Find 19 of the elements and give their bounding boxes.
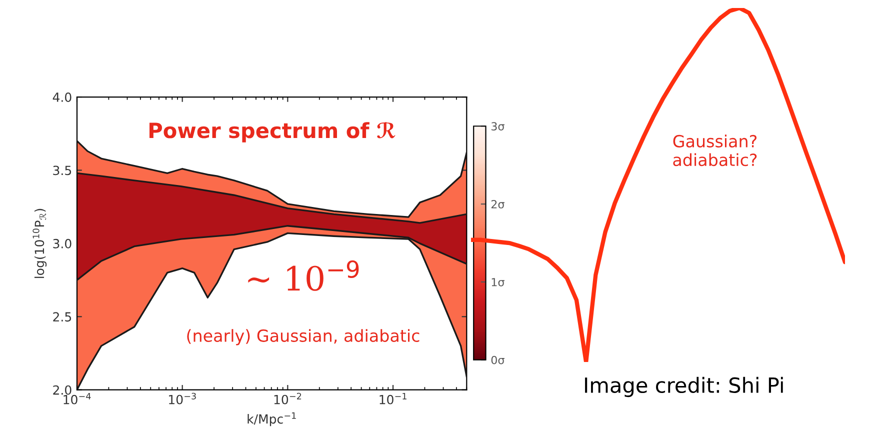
x-tick-label: 10$^{−2}$ xyxy=(274,392,302,404)
annotation: Gaussian? adiabatic? xyxy=(673,134,757,166)
y-tick-label: 2.0 xyxy=(53,385,72,395)
x-axis-title: k/Mpc$^{−1}$ xyxy=(248,412,296,426)
x-tick-label: 10$^{−1}$ xyxy=(380,392,406,404)
y-tick-label: 2.5 xyxy=(53,312,72,322)
y-tick-label: 3.0 xyxy=(53,238,72,248)
annotation: Power spectrum of ℛ xyxy=(149,122,396,142)
annotation: ~ 10$^{−9}$ xyxy=(248,260,359,291)
y-tick-label: 3.5 xyxy=(53,166,72,176)
color-bar-label: 3σ xyxy=(491,122,504,131)
annotation: (nearly) Gaussian, adiabatic xyxy=(187,329,420,346)
x-tick-label: 10$^{−3}$ xyxy=(169,392,196,404)
y-axis-title: log(10$^{10}$P$_{ℛ}$) xyxy=(32,208,47,278)
color-bar-label: 0σ xyxy=(491,356,504,364)
text: Image credit: Shi Pi xyxy=(585,376,783,398)
y-tick-label: 4.0 xyxy=(52,92,72,102)
color-bar-label: 1σ xyxy=(492,278,504,286)
color-bar-label: 2σ xyxy=(491,200,504,208)
